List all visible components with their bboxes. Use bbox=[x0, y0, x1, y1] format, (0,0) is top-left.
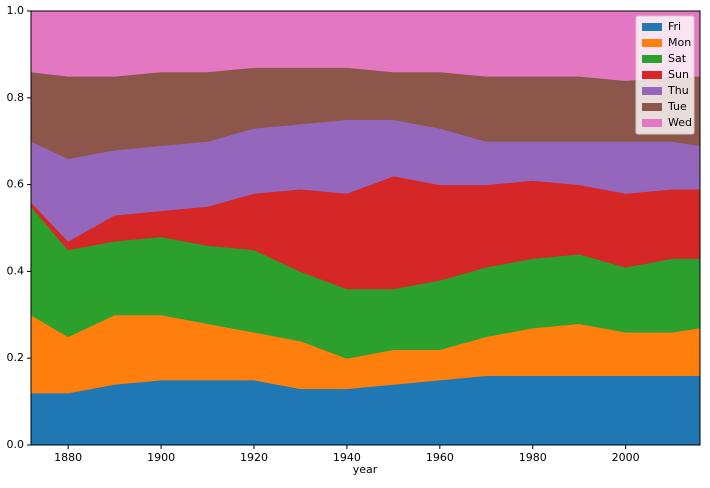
y-tick-label: 0.4 bbox=[7, 264, 25, 277]
legend-swatch bbox=[642, 23, 662, 31]
legend-swatch bbox=[642, 119, 662, 127]
legend-swatch bbox=[642, 39, 662, 47]
x-tick-label: 1880 bbox=[54, 451, 82, 464]
x-tick-label: 2000 bbox=[612, 451, 640, 464]
legend-label: Sat bbox=[668, 52, 687, 65]
x-axis-label: year bbox=[353, 463, 378, 476]
x-tick-label: 1900 bbox=[147, 451, 175, 464]
y-tick-label: 1.0 bbox=[7, 4, 25, 17]
x-tick-label: 1940 bbox=[333, 451, 361, 464]
y-tick-label: 0.2 bbox=[7, 351, 25, 364]
y-tick-label: 0.8 bbox=[7, 91, 25, 104]
x-tick-label: 1960 bbox=[426, 451, 454, 464]
y-tick-label: 0.6 bbox=[7, 178, 25, 191]
legend-swatch bbox=[642, 87, 662, 95]
legend-label: Wed bbox=[668, 116, 692, 129]
legend-swatch bbox=[642, 103, 662, 111]
plot-frame bbox=[30, 10, 701, 446]
legend-swatch bbox=[642, 55, 662, 63]
x-tick-label: 1980 bbox=[519, 451, 547, 464]
legend-label: Mon bbox=[668, 36, 691, 49]
legend-label: Fri bbox=[668, 20, 681, 33]
legend-swatch bbox=[642, 71, 662, 79]
legend-label: Thu bbox=[667, 84, 689, 97]
x-tick-label: 1920 bbox=[240, 451, 268, 464]
y-tick-label: 0.0 bbox=[7, 438, 25, 451]
legend-label: Tue bbox=[667, 100, 687, 113]
legend-label: Sun bbox=[668, 68, 689, 81]
